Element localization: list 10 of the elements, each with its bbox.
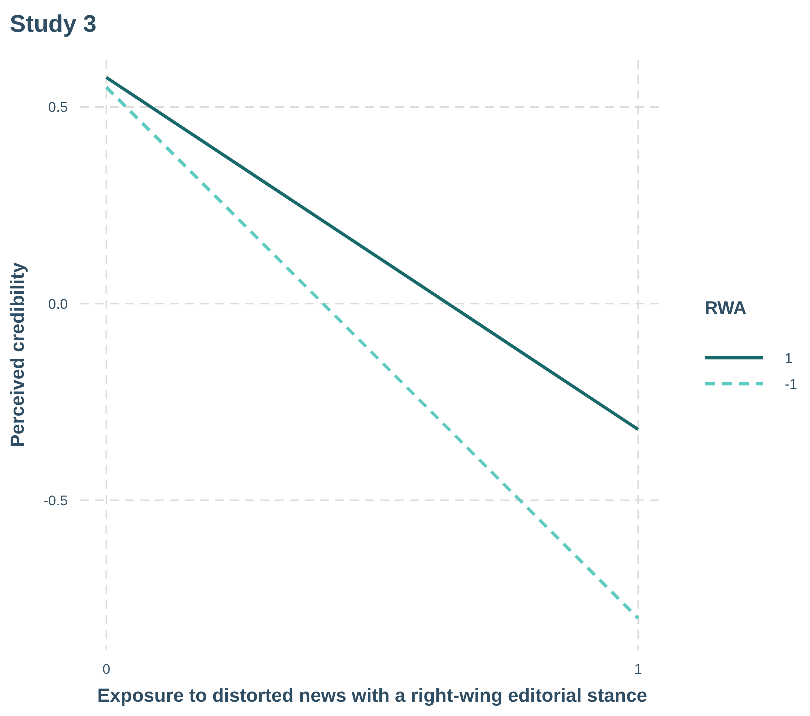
legend-title: RWA xyxy=(705,298,747,318)
legend-label: 1 xyxy=(785,350,793,366)
chart-title: Study 3 xyxy=(10,11,97,38)
y-tick-label: 0.5 xyxy=(48,99,68,116)
x-tick-label: 0 xyxy=(102,661,111,677)
y-tick-label: 0.0 xyxy=(48,296,68,312)
legend-label: -1 xyxy=(785,376,798,392)
y-tick-label: -0.5 xyxy=(44,492,68,509)
x-axis-title: Exposure to distorted news with a right-wing editorial stance xyxy=(97,686,648,707)
y-axis-title: Perceived credibility xyxy=(8,262,29,448)
